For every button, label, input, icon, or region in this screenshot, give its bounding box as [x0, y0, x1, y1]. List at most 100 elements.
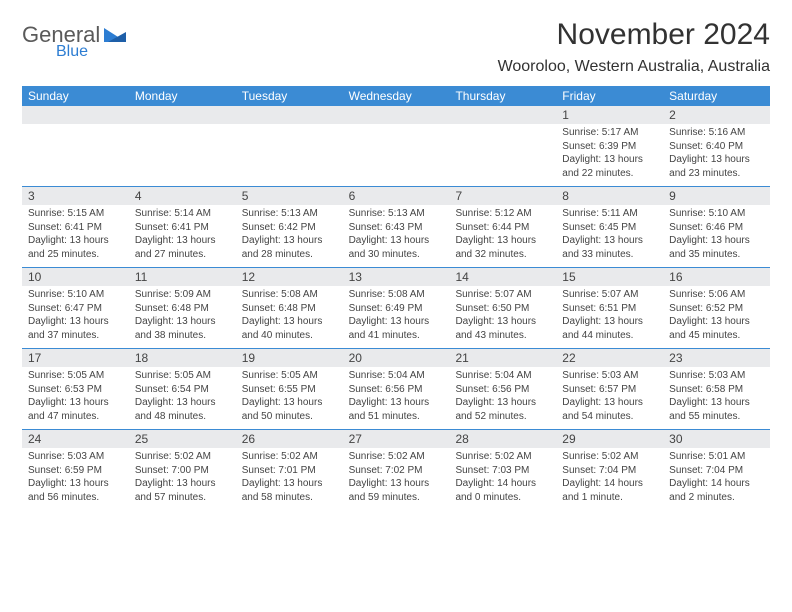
- day-number: 1: [556, 106, 663, 124]
- day-detail: Sunrise: 5:02 AM Sunset: 7:02 PM Dayligh…: [343, 448, 450, 510]
- day-detail: [22, 124, 129, 186]
- day-detail: Sunrise: 5:08 AM Sunset: 6:48 PM Dayligh…: [236, 286, 343, 348]
- day-header: Saturday: [663, 86, 770, 106]
- day-detail: Sunrise: 5:10 AM Sunset: 6:46 PM Dayligh…: [663, 205, 770, 267]
- week: 12Sunrise: 5:17 AM Sunset: 6:39 PM Dayli…: [22, 106, 770, 186]
- day-number: 23: [663, 349, 770, 367]
- day-detail: Sunrise: 5:12 AM Sunset: 6:44 PM Dayligh…: [449, 205, 556, 267]
- day-detail: Sunrise: 5:04 AM Sunset: 6:56 PM Dayligh…: [343, 367, 450, 429]
- day-number-row: 17181920212223: [22, 349, 770, 367]
- day-detail-row: Sunrise: 5:05 AM Sunset: 6:53 PM Dayligh…: [22, 367, 770, 429]
- day-number: 21: [449, 349, 556, 367]
- day-number: 11: [129, 268, 236, 286]
- day-header: Thursday: [449, 86, 556, 106]
- day-detail: Sunrise: 5:09 AM Sunset: 6:48 PM Dayligh…: [129, 286, 236, 348]
- title-block: November 2024 Wooroloo, Western Australi…: [498, 18, 770, 76]
- day-detail: Sunrise: 5:13 AM Sunset: 6:42 PM Dayligh…: [236, 205, 343, 267]
- day-header: Wednesday: [343, 86, 450, 106]
- day-number: 8: [556, 187, 663, 205]
- day-detail: [343, 124, 450, 186]
- day-header: Monday: [129, 86, 236, 106]
- day-number: 6: [343, 187, 450, 205]
- day-number: [343, 106, 450, 124]
- day-number: 30: [663, 430, 770, 448]
- day-number: 18: [129, 349, 236, 367]
- day-detail-row: Sunrise: 5:17 AM Sunset: 6:39 PM Dayligh…: [22, 124, 770, 186]
- calendar: Sunday Monday Tuesday Wednesday Thursday…: [22, 86, 770, 510]
- day-detail: Sunrise: 5:17 AM Sunset: 6:39 PM Dayligh…: [556, 124, 663, 186]
- day-detail: Sunrise: 5:02 AM Sunset: 7:01 PM Dayligh…: [236, 448, 343, 510]
- day-header: Friday: [556, 86, 663, 106]
- day-number: [22, 106, 129, 124]
- day-number: 9: [663, 187, 770, 205]
- day-detail: Sunrise: 5:16 AM Sunset: 6:40 PM Dayligh…: [663, 124, 770, 186]
- day-number: 26: [236, 430, 343, 448]
- logo: General Blue: [22, 24, 130, 60]
- day-number: 28: [449, 430, 556, 448]
- day-number: [129, 106, 236, 124]
- day-number: 10: [22, 268, 129, 286]
- day-header: Sunday: [22, 86, 129, 106]
- day-number-row: 12: [22, 106, 770, 124]
- day-detail: Sunrise: 5:08 AM Sunset: 6:49 PM Dayligh…: [343, 286, 450, 348]
- day-detail: Sunrise: 5:03 AM Sunset: 6:58 PM Dayligh…: [663, 367, 770, 429]
- day-number: 25: [129, 430, 236, 448]
- day-number: 16: [663, 268, 770, 286]
- day-number: 5: [236, 187, 343, 205]
- day-number: 3: [22, 187, 129, 205]
- day-detail-row: Sunrise: 5:15 AM Sunset: 6:41 PM Dayligh…: [22, 205, 770, 267]
- weeks-container: 12Sunrise: 5:17 AM Sunset: 6:39 PM Dayli…: [22, 106, 770, 510]
- day-number: 17: [22, 349, 129, 367]
- day-number: 27: [343, 430, 450, 448]
- location: Wooroloo, Western Australia, Australia: [498, 58, 770, 76]
- day-number: [236, 106, 343, 124]
- day-detail: Sunrise: 5:07 AM Sunset: 6:50 PM Dayligh…: [449, 286, 556, 348]
- day-number-row: 3456789: [22, 187, 770, 205]
- day-number: 15: [556, 268, 663, 286]
- day-header: Tuesday: [236, 86, 343, 106]
- day-detail: Sunrise: 5:04 AM Sunset: 6:56 PM Dayligh…: [449, 367, 556, 429]
- week: 3456789Sunrise: 5:15 AM Sunset: 6:41 PM …: [22, 186, 770, 267]
- week: 24252627282930 Sunrise: 5:03 AM Sunset: 6…: [22, 429, 770, 510]
- day-number: 4: [129, 187, 236, 205]
- day-detail: Sunrise: 5:02 AM Sunset: 7:03 PM Dayligh…: [449, 448, 556, 510]
- day-number: 19: [236, 349, 343, 367]
- week: 17181920212223Sunrise: 5:05 AM Sunset: 6…: [22, 348, 770, 429]
- day-detail: Sunrise: 5:01 AM Sunset: 7:04 PM Dayligh…: [663, 448, 770, 510]
- day-detail-row: Sunrise: 5:03 AM Sunset: 6:59 PM Dayligh…: [22, 448, 770, 510]
- day-detail: Sunrise: 5:05 AM Sunset: 6:55 PM Dayligh…: [236, 367, 343, 429]
- day-number: 29: [556, 430, 663, 448]
- logo-triangle-icon: [104, 26, 130, 46]
- day-detail: Sunrise: 5:11 AM Sunset: 6:45 PM Dayligh…: [556, 205, 663, 267]
- day-number: 20: [343, 349, 450, 367]
- day-detail: Sunrise: 5:06 AM Sunset: 6:52 PM Dayligh…: [663, 286, 770, 348]
- day-number-row: 10111213141516: [22, 268, 770, 286]
- day-number: [449, 106, 556, 124]
- day-detail: Sunrise: 5:13 AM Sunset: 6:43 PM Dayligh…: [343, 205, 450, 267]
- week: 10111213141516Sunrise: 5:10 AM Sunset: 6…: [22, 267, 770, 348]
- day-number: 12: [236, 268, 343, 286]
- day-detail: Sunrise: 5:02 AM Sunset: 7:00 PM Dayligh…: [129, 448, 236, 510]
- day-detail: Sunrise: 5:10 AM Sunset: 6:47 PM Dayligh…: [22, 286, 129, 348]
- day-number: 24: [22, 430, 129, 448]
- day-detail: Sunrise: 5:15 AM Sunset: 6:41 PM Dayligh…: [22, 205, 129, 267]
- header: General Blue November 2024 Wooroloo, Wes…: [22, 18, 770, 76]
- day-header-row: Sunday Monday Tuesday Wednesday Thursday…: [22, 86, 770, 106]
- day-detail: Sunrise: 5:05 AM Sunset: 6:54 PM Dayligh…: [129, 367, 236, 429]
- day-detail: Sunrise: 5:03 AM Sunset: 6:59 PM Dayligh…: [22, 448, 129, 510]
- month-title: November 2024: [498, 18, 770, 52]
- day-detail: Sunrise: 5:14 AM Sunset: 6:41 PM Dayligh…: [129, 205, 236, 267]
- day-number: 7: [449, 187, 556, 205]
- day-number: 2: [663, 106, 770, 124]
- day-detail: [236, 124, 343, 186]
- day-detail: Sunrise: 5:07 AM Sunset: 6:51 PM Dayligh…: [556, 286, 663, 348]
- day-detail-row: Sunrise: 5:10 AM Sunset: 6:47 PM Dayligh…: [22, 286, 770, 348]
- day-detail: Sunrise: 5:05 AM Sunset: 6:53 PM Dayligh…: [22, 367, 129, 429]
- day-number: 13: [343, 268, 450, 286]
- day-detail: [129, 124, 236, 186]
- day-detail: Sunrise: 5:02 AM Sunset: 7:04 PM Dayligh…: [556, 448, 663, 510]
- day-number: 22: [556, 349, 663, 367]
- day-detail: [449, 124, 556, 186]
- day-number: 14: [449, 268, 556, 286]
- day-detail: Sunrise: 5:03 AM Sunset: 6:57 PM Dayligh…: [556, 367, 663, 429]
